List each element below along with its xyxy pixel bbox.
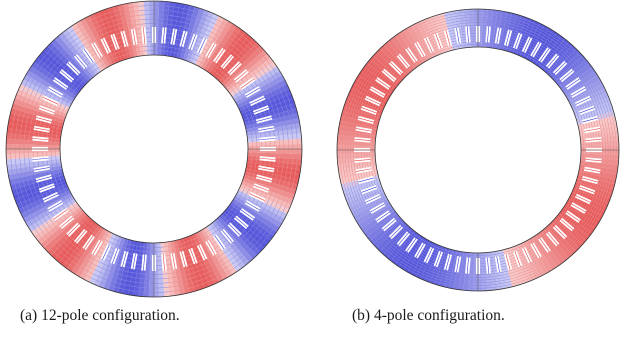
inner-boundary: [374, 46, 582, 254]
caption-12-pole: (a) 12-pole configuration.: [20, 307, 180, 324]
caption-4-pole: (b) 4-pole configuration.: [352, 307, 505, 324]
motor-flux-figure: [5, 0, 620, 298]
flux-plot-4-pole: [336, 8, 620, 292]
inner-boundary: [59, 54, 249, 244]
flux-plot-12-pole: [5, 0, 303, 298]
